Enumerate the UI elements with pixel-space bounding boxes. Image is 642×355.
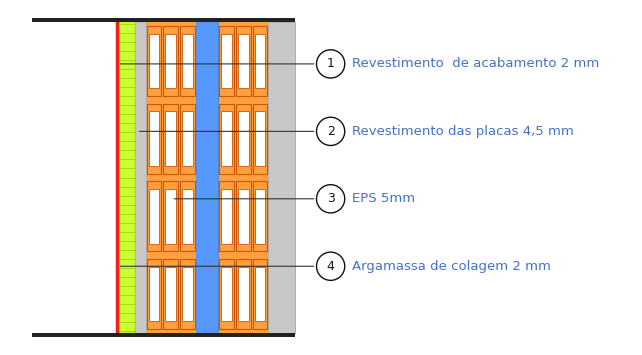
Bar: [149, 34, 159, 88]
Bar: [149, 111, 159, 166]
Bar: [147, 259, 161, 329]
Text: Revestimento  de acabamento 2 mm: Revestimento de acabamento 2 mm: [352, 58, 599, 70]
Bar: [147, 104, 161, 174]
Bar: [149, 189, 159, 244]
Text: Revestimento das placas 4,5 mm: Revestimento das placas 4,5 mm: [352, 125, 573, 138]
Bar: [119, 22, 135, 333]
Bar: [220, 104, 234, 174]
Bar: [182, 189, 193, 244]
Bar: [236, 259, 250, 329]
Bar: [146, 22, 196, 333]
Bar: [166, 34, 176, 88]
Bar: [32, 18, 295, 22]
Bar: [164, 259, 178, 329]
Bar: [32, 333, 295, 337]
Text: 1: 1: [327, 58, 334, 70]
Bar: [182, 267, 193, 321]
Bar: [253, 104, 267, 174]
Bar: [180, 181, 195, 251]
Bar: [253, 181, 267, 251]
Bar: [236, 181, 250, 251]
Text: 2: 2: [327, 125, 334, 138]
Bar: [196, 22, 218, 333]
Bar: [253, 26, 267, 96]
Bar: [166, 189, 176, 244]
Text: 3: 3: [327, 192, 334, 205]
Bar: [166, 267, 176, 321]
Bar: [221, 189, 232, 244]
Bar: [238, 267, 248, 321]
Bar: [236, 26, 250, 96]
Bar: [253, 259, 267, 329]
Bar: [116, 22, 119, 333]
Bar: [236, 104, 250, 174]
Bar: [182, 34, 193, 88]
Bar: [166, 111, 176, 166]
Text: Argamassa de colagem 2 mm: Argamassa de colagem 2 mm: [352, 260, 551, 273]
Bar: [238, 111, 248, 166]
Bar: [220, 26, 234, 96]
Bar: [255, 189, 265, 244]
Bar: [255, 267, 265, 321]
Bar: [221, 34, 232, 88]
Bar: [220, 259, 234, 329]
Bar: [238, 189, 248, 244]
Bar: [147, 26, 161, 96]
Bar: [149, 267, 159, 321]
Bar: [147, 181, 161, 251]
Text: EPS 5mm: EPS 5mm: [352, 192, 415, 205]
Bar: [238, 34, 248, 88]
Text: 4: 4: [327, 260, 334, 273]
Bar: [218, 22, 268, 333]
Bar: [220, 181, 234, 251]
Bar: [180, 259, 195, 329]
Bar: [221, 267, 232, 321]
Bar: [164, 181, 178, 251]
Bar: [135, 22, 146, 333]
Bar: [255, 111, 265, 166]
Bar: [268, 22, 295, 333]
Bar: [180, 104, 195, 174]
Bar: [255, 34, 265, 88]
Bar: [221, 111, 232, 166]
Bar: [182, 111, 193, 166]
Bar: [164, 26, 178, 96]
Bar: [164, 104, 178, 174]
Bar: [180, 26, 195, 96]
